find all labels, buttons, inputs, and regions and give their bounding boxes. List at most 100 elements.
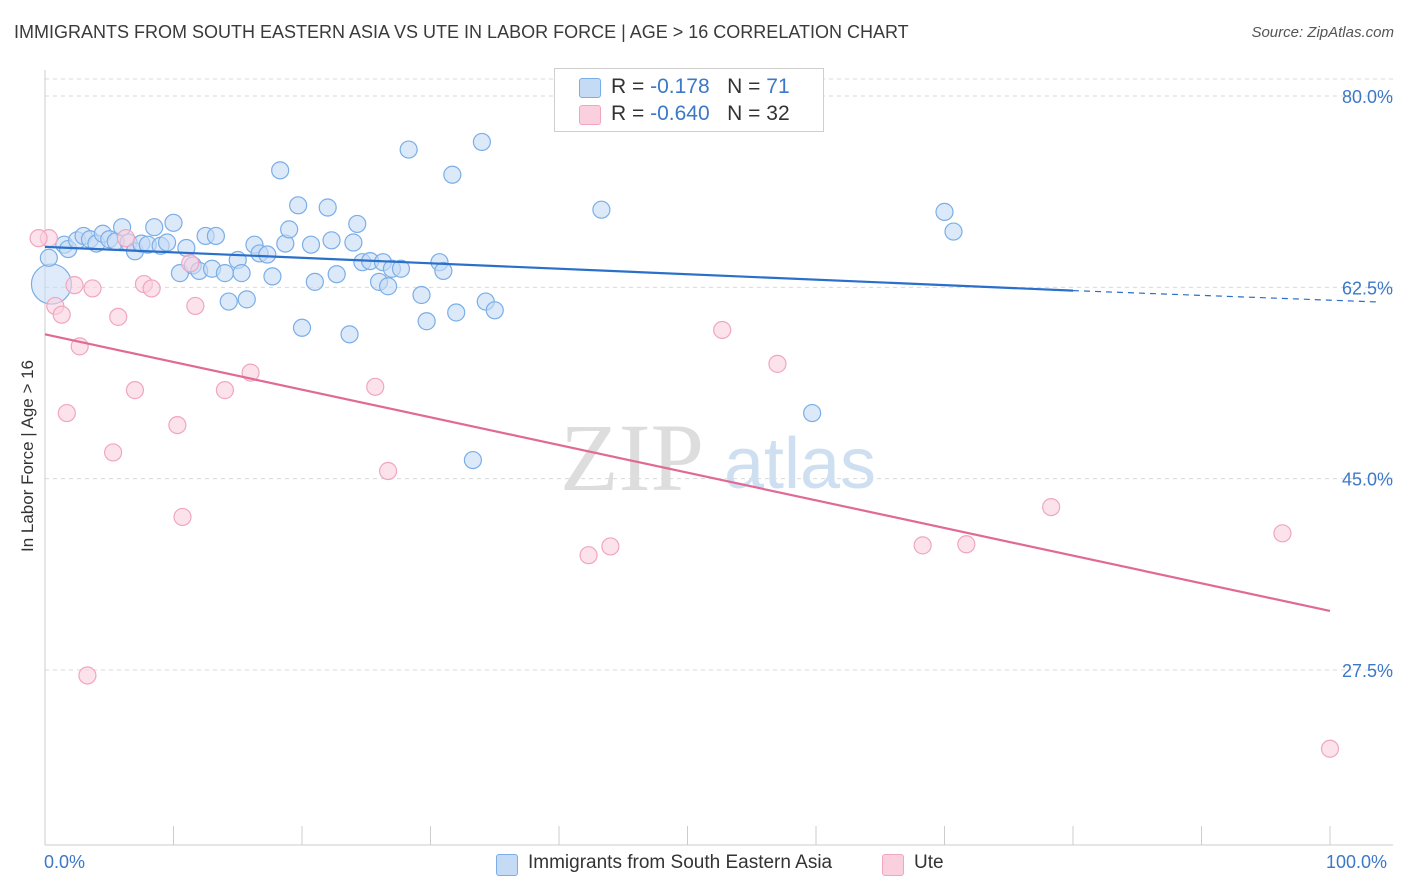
y-tick-label-0: 80.0% xyxy=(1342,87,1393,107)
data-points xyxy=(29,132,1340,758)
ute-point-13 xyxy=(142,279,161,298)
ute-point-11 xyxy=(125,381,145,400)
ute-point-24 xyxy=(713,320,732,340)
immigrants-point-40 xyxy=(301,235,321,254)
immigrants-point-17 xyxy=(157,233,177,252)
immigrants-point-26 xyxy=(215,264,234,283)
legend-text-immigrants: R = -0.178 N = 71 xyxy=(611,75,790,99)
immigrants-point-62 xyxy=(463,450,483,470)
immigrants-point-43 xyxy=(322,231,341,250)
ute-point-3 xyxy=(57,403,76,423)
y-axis-label: In Labor Force | Age > 16 xyxy=(18,359,37,553)
legend-n-label: N = xyxy=(727,75,761,98)
immigrants-trend-extension xyxy=(1072,290,1381,303)
ute-point-17 xyxy=(186,296,205,316)
series-name-immigrants: Immigrants from South Eastern Asia xyxy=(528,852,833,873)
immigrants-point-33 xyxy=(258,245,277,264)
watermark-zip: ZIP xyxy=(560,404,704,511)
immigrants-point-27 xyxy=(219,292,238,311)
ute-point-15 xyxy=(173,507,192,527)
source-label: Source: ZipAtlas.com xyxy=(1251,24,1394,41)
ute-point-6 xyxy=(78,666,97,685)
immigrants-point-52 xyxy=(378,277,398,296)
ute-point-14 xyxy=(168,415,187,435)
ute-point-2 xyxy=(52,305,71,324)
ute-point-4 xyxy=(65,276,84,295)
ute-point-10 xyxy=(116,229,136,248)
legend-r-label: R = xyxy=(611,75,645,98)
immigrants-point-25 xyxy=(206,226,226,246)
chart-title: IMMIGRANTS FROM SOUTH EASTERN ASIA VS UT… xyxy=(14,22,909,42)
immigrants-point-38 xyxy=(289,196,308,215)
ute-point-31 xyxy=(29,229,48,248)
immigrants-point-45 xyxy=(340,325,359,344)
immigrants-point-47 xyxy=(348,214,367,234)
ute-point-30 xyxy=(1320,739,1340,758)
immigrants-point-37 xyxy=(280,220,299,239)
y-tick-label-2: 45.0% xyxy=(1342,470,1393,490)
x-tick-label-min: 0.0% xyxy=(44,852,86,872)
immigrants-point-30 xyxy=(237,290,256,309)
correlation-legend: R = -0.178 N = 71 R = -0.640 N = 32 xyxy=(554,68,824,132)
legend-r-value: -0.640 xyxy=(650,102,710,125)
immigrants-point-70 xyxy=(39,248,58,267)
immigrants-point-68 xyxy=(935,202,954,221)
immigrants-point-15 xyxy=(145,218,164,237)
ute-point-7 xyxy=(83,279,102,298)
immigrants-point-54 xyxy=(391,259,411,278)
ute-point-21 xyxy=(378,461,398,481)
immigrants-point-57 xyxy=(417,312,436,331)
immigrants-point-18 xyxy=(164,213,183,232)
series-swatch-ute xyxy=(882,854,904,876)
immigrants-point-35 xyxy=(271,161,290,180)
y-tick-label-1: 62.5% xyxy=(1342,278,1393,298)
ute-point-20 xyxy=(366,377,385,396)
legend-swatch-immigrants xyxy=(579,78,601,98)
ute-point-16 xyxy=(181,254,200,273)
series-name-ute: Ute xyxy=(914,852,944,873)
immigrants-trend-line xyxy=(44,245,1074,292)
ute-point-23 xyxy=(601,537,620,556)
ute-point-8 xyxy=(104,443,123,462)
axes xyxy=(44,70,1393,846)
y-tick-label-3: 27.5% xyxy=(1342,661,1393,681)
legend-r-label: R = xyxy=(611,102,645,125)
watermark-atlas: atlas xyxy=(724,424,876,504)
ute-point-29 xyxy=(1273,524,1292,543)
ute-point-27 xyxy=(957,535,976,554)
immigrants-point-65 xyxy=(485,301,504,320)
watermark: ZIP atlas xyxy=(560,404,876,511)
immigrants-point-63 xyxy=(472,132,491,152)
legend-n-label: N = 32 xyxy=(727,102,790,125)
immigrants-point-29 xyxy=(232,264,251,283)
immigrants-point-67 xyxy=(803,403,822,423)
immigrants-point-42 xyxy=(318,198,337,217)
legend-swatch-ute xyxy=(579,105,601,125)
legend-r-value: -0.178 xyxy=(650,75,710,98)
immigrants-point-39 xyxy=(292,318,312,337)
x-tick-label-max: 100.0% xyxy=(1326,852,1388,872)
ute-point-18 xyxy=(215,381,234,400)
y-tick-labels: 80.0% 62.5% 45.0% 27.5% xyxy=(1342,87,1393,681)
immigrants-point-34 xyxy=(263,267,282,286)
ute-point-9 xyxy=(109,307,128,326)
immigrants-point-46 xyxy=(344,233,363,252)
immigrants-point-60 xyxy=(443,165,462,184)
series-swatch-immigrants xyxy=(496,854,518,876)
legend-text-ute: R = -0.640 N = 32 xyxy=(611,102,790,126)
immigrants-point-59 xyxy=(434,261,453,281)
immigrants-point-55 xyxy=(399,140,418,159)
legend-n-value: 71 xyxy=(766,75,790,98)
ute-point-26 xyxy=(913,536,932,555)
immigrants-point-44 xyxy=(327,265,346,284)
immigrants-point-61 xyxy=(447,303,466,322)
immigrants-point-41 xyxy=(305,272,324,291)
immigrants-point-56 xyxy=(412,285,431,305)
ute-point-28 xyxy=(1042,497,1061,517)
ute-point-22 xyxy=(579,546,598,565)
trend-lines xyxy=(44,245,1381,613)
ute-trend-line xyxy=(44,333,1331,613)
ute-point-25 xyxy=(768,354,787,373)
immigrants-point-69 xyxy=(944,222,963,241)
